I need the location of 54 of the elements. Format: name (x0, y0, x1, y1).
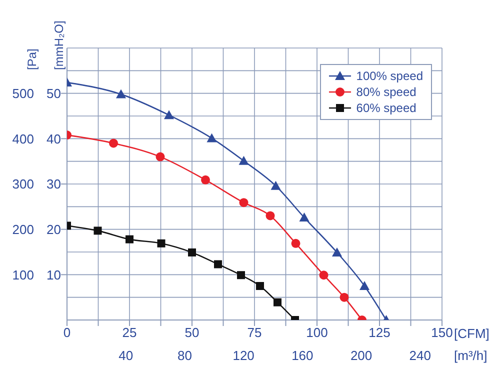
y-tick-label: 500 (12, 86, 34, 101)
x2-axis-title: [m³/h] (454, 348, 488, 363)
legend-label: 60% speed (356, 100, 416, 116)
y-tick-label: 200 (12, 222, 34, 237)
x-tick-label: 75 (247, 325, 262, 340)
point (109, 138, 118, 148)
x-tick-label: 50 (184, 325, 200, 340)
y-tick-label: 400 (12, 131, 34, 146)
point (360, 281, 370, 290)
point (157, 239, 166, 248)
y-tick-label: 300 (12, 176, 34, 192)
x2-tick-label: 120 (232, 348, 254, 363)
point (126, 235, 134, 244)
legend-label: 80% speed (356, 84, 416, 100)
point (299, 212, 310, 222)
x-tick-label: 0 (63, 325, 71, 340)
x2-tick-label: 240 (409, 348, 431, 363)
x-tick-label: 25 (122, 325, 137, 340)
point (266, 211, 275, 220)
x-tick-label: 100 (306, 325, 328, 340)
point (188, 248, 196, 256)
x-tick-label: 125 (368, 325, 390, 340)
point (270, 180, 281, 190)
point (256, 282, 264, 290)
point (238, 156, 249, 165)
point (214, 260, 222, 268)
y2-tick-label: 10 (46, 267, 61, 282)
x-tick-label: 150 (431, 325, 453, 340)
x-axis-title: [CFM] (454, 326, 490, 341)
x2-tick-label: 200 (350, 348, 372, 363)
legend-label: 100% speed (356, 68, 423, 84)
x2-tick-label: 160 (292, 348, 314, 363)
point (206, 133, 217, 142)
point (116, 89, 126, 98)
y2-tick-label: 50 (46, 86, 61, 101)
point (94, 226, 102, 235)
point (237, 271, 245, 280)
point (156, 152, 165, 162)
point (201, 175, 210, 184)
x2-tick-label: 40 (118, 348, 134, 363)
point (164, 110, 174, 120)
y-axis-title: [Pa] (25, 48, 39, 70)
x2-tick-label: 80 (177, 348, 192, 363)
y2-tick-label: 40 (46, 131, 61, 146)
y2-axis-title: [mmH₂O] (52, 20, 66, 70)
point (319, 270, 328, 280)
point (274, 298, 282, 306)
y2-tick-label: 20 (46, 222, 61, 237)
y2-tick-label: 30 (46, 176, 61, 192)
y-tick-label: 100 (12, 267, 34, 282)
point (291, 238, 300, 248)
point (239, 198, 248, 208)
point (332, 247, 342, 256)
point (340, 292, 349, 302)
